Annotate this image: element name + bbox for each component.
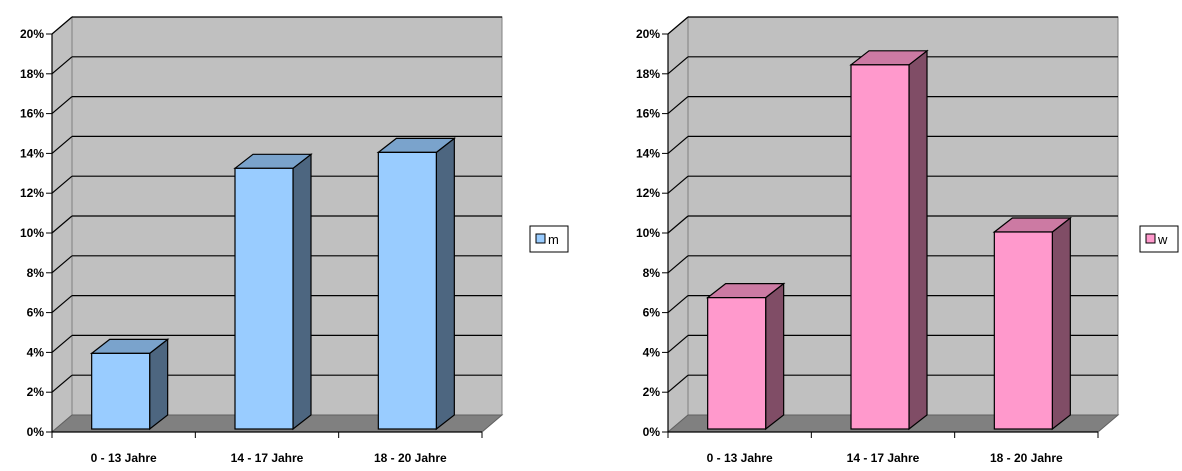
w-gridline-side: [667, 334, 689, 353]
m-gridline-side: [51, 295, 73, 314]
w-gridline-side: [667, 135, 689, 154]
w-bar-side: [1051, 216, 1071, 431]
w-legend: w: [1139, 225, 1179, 253]
w-bar: [850, 64, 910, 430]
w-gridline-side: [667, 96, 689, 115]
w-gridline-side: [667, 374, 689, 393]
m-gridline-side: [51, 175, 73, 194]
m-gridline-side: [51, 215, 73, 234]
w-legend-swatch: [1145, 233, 1156, 244]
w-gridline-side: [667, 16, 689, 35]
m-ytick-label: 20%: [20, 27, 44, 41]
w-ytick-label: 18%: [636, 67, 660, 81]
m-gridline-side: [51, 135, 73, 154]
chart-m: 0% 2% 4% 6% 8% 10% 12% 14% 16% 18% 20% 0 - 13 Jahre…: [20, 15, 569, 465]
m-category-label: 14 - 17 Jahre: [231, 451, 304, 465]
m-bar: [91, 352, 151, 430]
m-gridline-side: [51, 16, 73, 35]
m-legend-box: [529, 225, 569, 253]
m-legend: m: [529, 225, 569, 253]
w-gridline-side: [667, 56, 689, 75]
m-ytick-label: 14%: [20, 146, 44, 160]
m-ytick-label: 18%: [20, 67, 44, 81]
m-bar: [377, 151, 437, 430]
w-ytick-label: 16%: [636, 107, 660, 121]
m-category-label: 18 - 20 Jahre: [374, 451, 447, 465]
w-ytick-label: 10%: [636, 226, 660, 240]
m-bar-side: [292, 153, 312, 431]
w-bar: [993, 231, 1053, 430]
w-bar-side: [765, 282, 785, 431]
m-category-label: 0 - 13 Jahre: [91, 451, 157, 465]
m-gridline-side: [51, 255, 73, 274]
m-bar: [234, 167, 294, 430]
chart-w-svg: 0% 2% 4% 6% 8% 10% 12% 14% 16% 18% 20% 0 - 13 Jahre…: [636, 15, 1179, 465]
w-category-label: 0 - 13 Jahre: [707, 451, 773, 465]
w-gridline-side: [667, 175, 689, 194]
w-legend-label: w: [1157, 232, 1168, 247]
m-ytick-label: 0%: [27, 425, 45, 439]
m-gridline-side: [51, 374, 73, 393]
w-ytick-label: 8%: [643, 266, 661, 280]
w-ytick-label: 12%: [636, 186, 660, 200]
m-legend-label: m: [548, 232, 559, 247]
w-category-label: 14 - 17 Jahre: [847, 451, 920, 465]
m-bar-side: [435, 137, 455, 431]
m-ytick-label: 8%: [27, 266, 45, 280]
m-gridline-side: [51, 334, 73, 353]
chart-m-svg: 0% 2% 4% 6% 8% 10% 12% 14% 16% 18% 20% 0 - 13 Jahre…: [20, 15, 569, 465]
m-bar-side: [149, 338, 169, 431]
w-ytick-label: 4%: [643, 345, 661, 359]
m-ytick-label: 4%: [27, 345, 45, 359]
w-gridline-side: [667, 255, 689, 274]
m-gridline-side: [51, 96, 73, 115]
m-ytick-label: 16%: [20, 107, 44, 121]
m-ytick-label: 10%: [20, 226, 44, 240]
w-bar: [707, 297, 767, 430]
m-ytick-label: 2%: [27, 385, 45, 399]
w-ytick-label: 14%: [636, 146, 660, 160]
w-ytick-label: 6%: [643, 306, 661, 320]
w-gridline-side: [667, 215, 689, 234]
w-gridline-side: [667, 295, 689, 314]
w-ytick-label: 0%: [643, 425, 661, 439]
m-gridline-side: [51, 56, 73, 75]
chart-w: 0% 2% 4% 6% 8% 10% 12% 14% 16% 18% 20% 0 - 13 Jahre…: [616, 0, 1182, 471]
m-ytick-label: 12%: [20, 186, 44, 200]
m-ytick-label: 6%: [27, 306, 45, 320]
w-ytick-label: 20%: [636, 27, 660, 41]
w-ytick-label: 2%: [643, 385, 661, 399]
m-legend-swatch: [535, 233, 546, 244]
w-category-label: 18 - 20 Jahre: [990, 451, 1063, 465]
w-bar-side: [908, 49, 928, 431]
